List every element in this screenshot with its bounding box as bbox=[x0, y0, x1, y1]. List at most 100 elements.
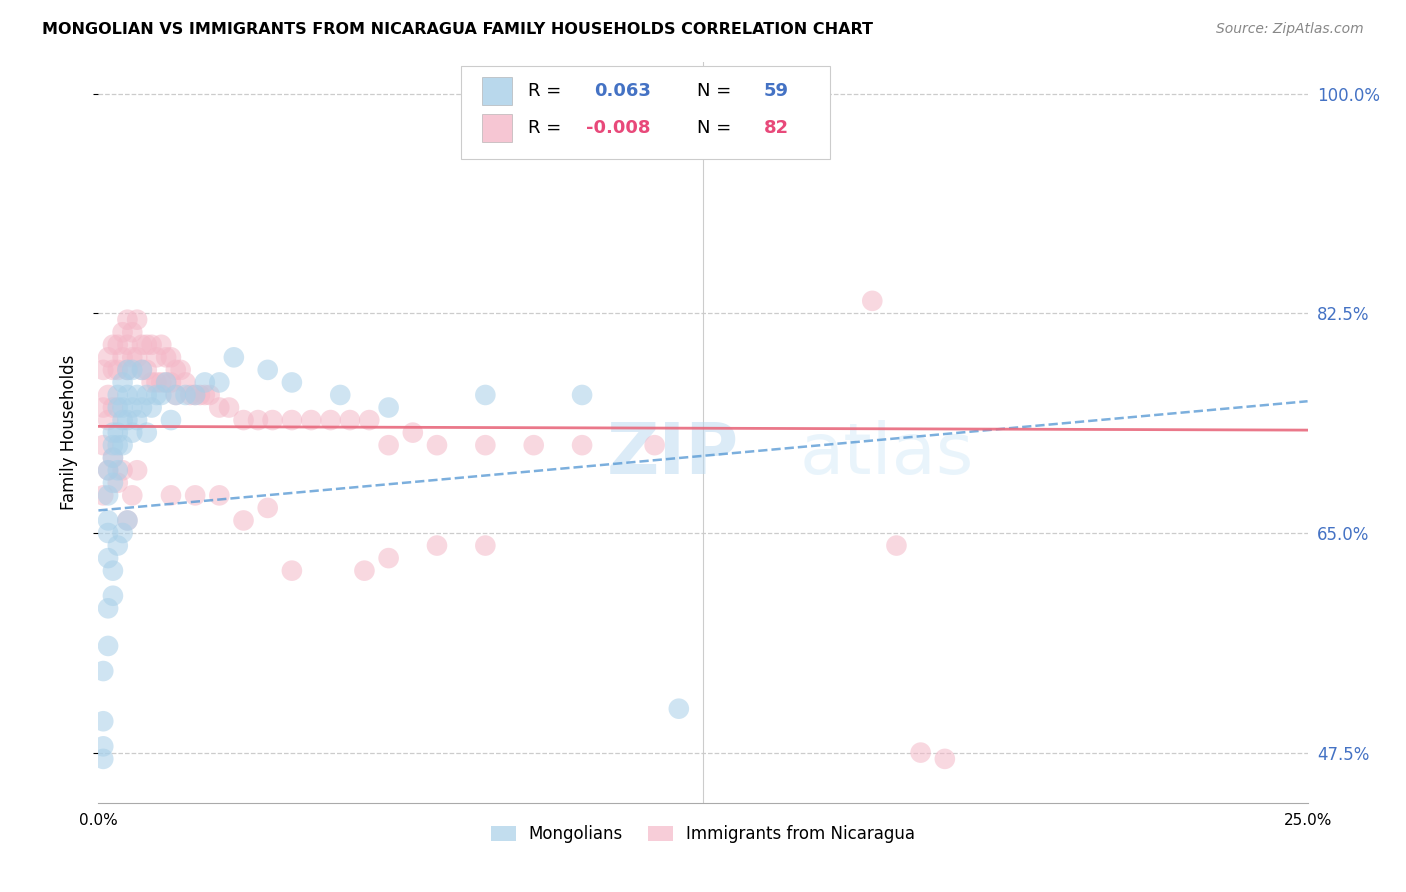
Text: ZIP: ZIP bbox=[606, 420, 738, 490]
Point bbox=[101, 450, 124, 465]
Point bbox=[339, 413, 361, 427]
Point bbox=[97, 513, 120, 527]
Point bbox=[127, 388, 149, 402]
Point bbox=[135, 338, 157, 352]
Point bbox=[281, 413, 304, 427]
Point bbox=[127, 351, 149, 365]
Point bbox=[194, 388, 217, 402]
Text: N =: N = bbox=[697, 119, 731, 136]
Point bbox=[97, 639, 120, 653]
Point bbox=[145, 388, 167, 402]
Point bbox=[188, 388, 211, 402]
Point bbox=[101, 425, 124, 440]
Point bbox=[135, 425, 157, 440]
Point bbox=[91, 664, 114, 678]
Point bbox=[107, 438, 129, 452]
Point bbox=[107, 425, 129, 440]
FancyBboxPatch shape bbox=[461, 66, 830, 159]
Point bbox=[97, 388, 120, 402]
Point bbox=[184, 388, 207, 402]
Bar bbox=[482, 78, 512, 105]
Point bbox=[107, 463, 129, 477]
Point bbox=[97, 463, 120, 477]
Point bbox=[141, 376, 163, 390]
Point bbox=[111, 351, 134, 365]
Point bbox=[474, 539, 496, 553]
Point bbox=[319, 413, 342, 427]
Point bbox=[174, 376, 197, 390]
Point bbox=[117, 413, 139, 427]
Point bbox=[97, 351, 120, 365]
Point bbox=[910, 746, 932, 760]
Point bbox=[131, 363, 153, 377]
Point bbox=[155, 376, 177, 390]
Text: 0.063: 0.063 bbox=[595, 82, 651, 100]
Text: Source: ZipAtlas.com: Source: ZipAtlas.com bbox=[1216, 22, 1364, 37]
Legend: Mongolians, Immigrants from Nicaragua: Mongolians, Immigrants from Nicaragua bbox=[484, 819, 922, 850]
Point bbox=[426, 539, 449, 553]
Point bbox=[165, 388, 187, 402]
Point bbox=[111, 376, 134, 390]
Point bbox=[402, 425, 425, 440]
Point bbox=[377, 551, 399, 566]
Point bbox=[107, 363, 129, 377]
Point bbox=[426, 438, 449, 452]
Point bbox=[359, 413, 381, 427]
Point bbox=[198, 388, 221, 402]
Point bbox=[101, 338, 124, 352]
Point bbox=[247, 413, 270, 427]
Point bbox=[91, 739, 114, 754]
Point bbox=[91, 438, 114, 452]
Point bbox=[150, 376, 173, 390]
Point bbox=[668, 701, 690, 715]
Point bbox=[160, 413, 183, 427]
Point bbox=[194, 376, 217, 390]
Point bbox=[107, 401, 129, 415]
Point bbox=[377, 438, 399, 452]
Text: 82: 82 bbox=[763, 119, 789, 136]
Point bbox=[208, 376, 231, 390]
Point bbox=[262, 413, 284, 427]
Point bbox=[111, 325, 134, 339]
Point bbox=[111, 526, 134, 541]
Point bbox=[141, 338, 163, 352]
Point bbox=[121, 363, 143, 377]
Bar bbox=[482, 113, 512, 142]
Point bbox=[117, 513, 139, 527]
Point bbox=[107, 475, 129, 490]
Point bbox=[101, 589, 124, 603]
Text: R =: R = bbox=[527, 82, 561, 100]
Point bbox=[111, 413, 134, 427]
Point bbox=[232, 413, 254, 427]
Point bbox=[121, 351, 143, 365]
Point bbox=[208, 488, 231, 502]
Point bbox=[145, 376, 167, 390]
Point bbox=[184, 388, 207, 402]
Point bbox=[571, 388, 593, 402]
Point bbox=[222, 351, 245, 365]
Point bbox=[232, 513, 254, 527]
Point bbox=[91, 401, 114, 415]
Point bbox=[218, 401, 240, 415]
Point bbox=[121, 425, 143, 440]
Text: 59: 59 bbox=[763, 82, 789, 100]
Point bbox=[184, 488, 207, 502]
Point bbox=[101, 450, 124, 465]
Point bbox=[256, 363, 278, 377]
Point bbox=[121, 488, 143, 502]
Point bbox=[117, 388, 139, 402]
Point bbox=[131, 363, 153, 377]
Point bbox=[91, 714, 114, 729]
Point bbox=[571, 438, 593, 452]
Point bbox=[101, 564, 124, 578]
Point bbox=[208, 401, 231, 415]
Point bbox=[135, 363, 157, 377]
Point bbox=[117, 363, 139, 377]
Point bbox=[107, 539, 129, 553]
Point bbox=[150, 388, 173, 402]
Point bbox=[155, 351, 177, 365]
Point bbox=[523, 438, 546, 452]
Point bbox=[101, 363, 124, 377]
Point bbox=[141, 401, 163, 415]
Point bbox=[127, 463, 149, 477]
